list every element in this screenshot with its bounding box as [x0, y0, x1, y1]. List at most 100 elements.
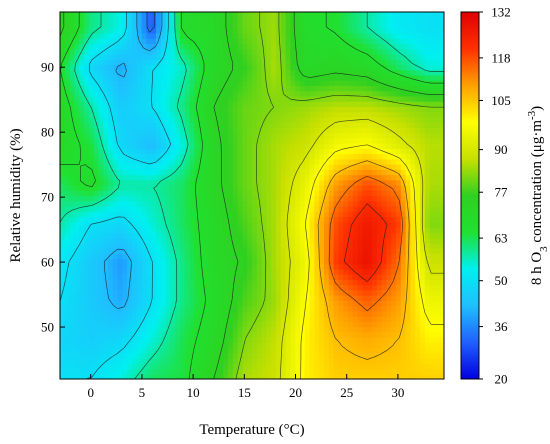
contour-cell [127, 69, 133, 76]
contour-cell [156, 337, 162, 343]
contour-cell [362, 237, 368, 244]
contour-cell [213, 80, 219, 86]
contour-cell [271, 211, 277, 218]
contour-cell [290, 164, 296, 170]
contour-cell [434, 111, 440, 118]
contour-cell [362, 164, 368, 170]
contour-cell [420, 274, 426, 280]
contour-cell [237, 116, 243, 123]
contour-cell [237, 158, 243, 165]
contour-cell [213, 106, 219, 113]
contour-cell [400, 148, 407, 155]
contour-cell [175, 316, 181, 322]
contour-cell [170, 74, 176, 81]
contour-cell [381, 316, 387, 322]
contour-cell [69, 305, 75, 312]
contour-cell [391, 211, 397, 218]
contour-cell [60, 305, 66, 312]
contour-cell [386, 358, 392, 364]
contour-cell [69, 122, 75, 128]
contour-cell [280, 143, 287, 149]
contour-cell [199, 101, 205, 107]
contour-cell [271, 80, 277, 86]
contour-cell [232, 158, 239, 165]
contour-cell [415, 179, 421, 186]
contour-cell [424, 116, 431, 123]
contour-cell [117, 205, 123, 212]
contour-cell [108, 310, 114, 317]
contour-cell [295, 253, 301, 260]
contour-cell [122, 284, 128, 291]
contour-cell [424, 185, 431, 191]
contour-cell [74, 153, 80, 160]
contour-cell [180, 258, 186, 265]
contour-cell [64, 232, 71, 239]
contour-cell [333, 190, 339, 197]
contour-cell [117, 321, 123, 328]
contour-cell [400, 200, 407, 207]
contour-cell [386, 295, 392, 301]
contour-cell [103, 247, 109, 254]
contour-cell [127, 242, 133, 249]
contour-cell [204, 164, 210, 170]
contour-cell [410, 195, 416, 202]
contour-cell [252, 179, 258, 186]
contour-cell [376, 95, 383, 102]
contour-cell [204, 205, 210, 212]
contour-cell [256, 284, 263, 291]
contour-cell [160, 158, 167, 165]
contour-cell [290, 226, 296, 233]
contour-cell [223, 69, 229, 76]
contour-cell [194, 258, 200, 265]
contour-cell [420, 122, 426, 128]
contour-cell [103, 226, 109, 233]
contour-cell [415, 337, 421, 343]
contour-cell [223, 64, 229, 71]
contour-cell [69, 200, 75, 207]
contour-cell [189, 289, 195, 296]
contour-cell [242, 85, 248, 92]
contour-cell [237, 179, 243, 186]
contour-cell [199, 205, 205, 212]
contour-cell [60, 48, 66, 55]
contour-cell [117, 211, 123, 218]
contour-cell [314, 127, 320, 134]
contour-cell [314, 363, 320, 370]
contour-cell [170, 352, 176, 359]
contour-cell [103, 284, 109, 291]
contour-cell [420, 80, 426, 86]
contour-cell [69, 331, 75, 338]
contour-cell [175, 190, 181, 197]
contour-cell [112, 153, 119, 160]
contour-cell [189, 174, 195, 181]
contour-cell [146, 111, 152, 118]
contour-cell [141, 347, 147, 354]
contour-cell [381, 179, 387, 186]
contour-cell [146, 237, 152, 244]
contour-cell [405, 232, 411, 239]
contour-cell [151, 221, 157, 228]
contour-cell [175, 179, 181, 186]
contour-cell [333, 331, 339, 338]
contour-cell [189, 263, 195, 270]
contour-cell [256, 174, 263, 181]
contour-cell [295, 106, 301, 113]
contour-cell [290, 74, 296, 81]
contour-cell [117, 352, 123, 359]
contour-cell [60, 326, 66, 333]
contour-cell [280, 137, 287, 144]
contour-cell [285, 373, 291, 379]
contour-cell [127, 305, 133, 312]
contour-cell [103, 326, 109, 333]
contour-cell [290, 101, 296, 107]
contour-cell [189, 305, 195, 312]
contour-cell [160, 232, 167, 239]
contour-cell [348, 263, 354, 270]
contour-cell [218, 90, 224, 97]
contour-cell [141, 174, 147, 181]
contour-cell [146, 59, 152, 66]
contour-cell [247, 211, 253, 218]
contour-cell [194, 232, 200, 239]
contour-cell [184, 95, 191, 102]
contour-cell [434, 221, 440, 228]
